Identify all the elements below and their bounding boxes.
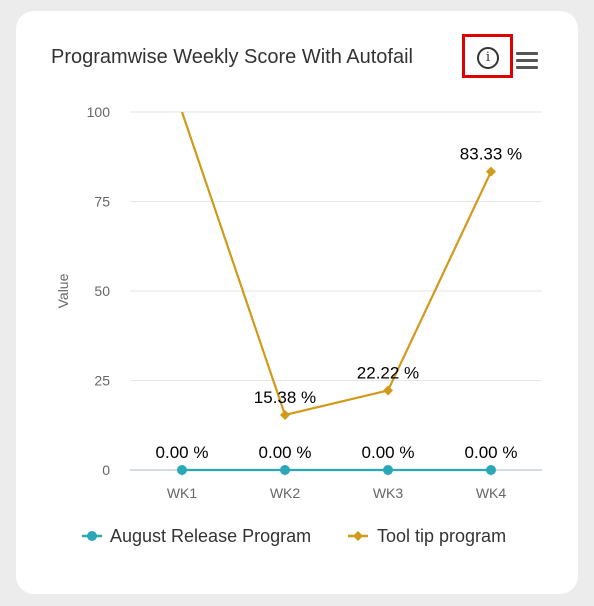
y-tick-label: 50 <box>94 283 110 299</box>
series-point <box>177 465 187 475</box>
y-tick-label: 100 <box>87 104 111 120</box>
data-label: 0.00 % <box>259 443 312 462</box>
data-label: 0.00 % <box>156 443 209 462</box>
series-point <box>486 166 496 177</box>
hamburger-menu-icon[interactable] <box>516 52 538 70</box>
series-point <box>383 465 393 475</box>
chart-title: Programwise Weekly Score With Autofail <box>51 46 413 68</box>
data-label: 83.33 % <box>460 145 522 164</box>
chart-card: Programwise Weekly Score With Autofail i <box>16 11 578 594</box>
x-tick-label: WK2 <box>270 485 301 501</box>
x-tick-label: WK4 <box>476 485 507 501</box>
series-point <box>280 465 290 475</box>
legend-label[interactable]: August Release Program <box>110 526 311 546</box>
info-circle-icon[interactable]: i <box>477 47 499 69</box>
series-line <box>180 112 492 417</box>
legend-marker <box>87 531 97 541</box>
series <box>177 112 496 475</box>
y-axis-label: Value <box>55 273 71 308</box>
series-point <box>280 409 290 420</box>
series-point <box>383 385 393 396</box>
x-tick-label: WK3 <box>373 485 404 501</box>
info-button-highlight <box>462 34 513 78</box>
series-point <box>486 465 496 475</box>
y-tick-label: 25 <box>94 373 110 389</box>
y-tick-label: 0 <box>102 462 110 478</box>
grid-lines <box>130 111 542 381</box>
y-tick-label: 75 <box>94 194 110 210</box>
data-label: 0.00 % <box>362 443 415 462</box>
data-label: 15.38 % <box>254 388 316 407</box>
legend: August Release Program Tool tip program <box>82 526 506 546</box>
legend-marker <box>353 531 363 541</box>
x-tick-label: WK1 <box>167 485 198 501</box>
data-labels: 0.00 % 0.00 % 0.00 % 0.00 % 15.38 % 22.22 % 83… <box>156 145 523 462</box>
data-label: 0.00 % <box>465 443 518 462</box>
legend-label[interactable]: Tool tip program <box>377 526 506 546</box>
data-label: 22.22 % <box>357 363 419 382</box>
